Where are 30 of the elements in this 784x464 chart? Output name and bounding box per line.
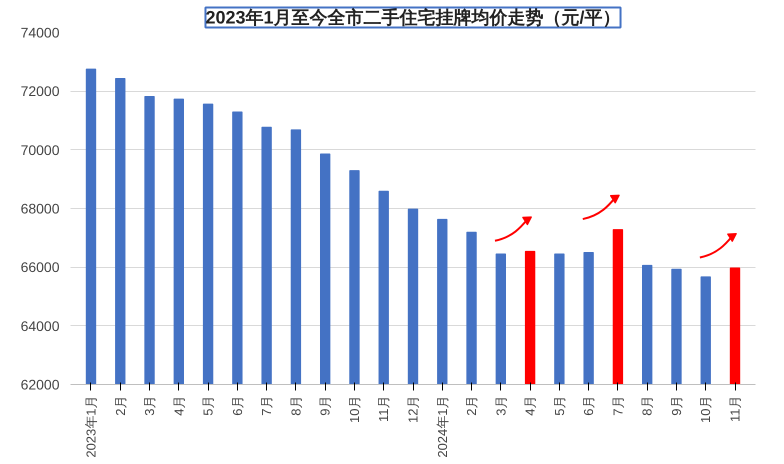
x-tick-label: 3月 — [493, 395, 508, 416]
x-tick-label: 8月 — [288, 395, 304, 416]
x-tick-label: 8月 — [640, 395, 655, 416]
x-tick-label: 4月 — [171, 395, 186, 416]
x-tick-label: 11月 — [728, 395, 743, 422]
y-tick-label: 66000 — [20, 259, 60, 276]
x-tick-label: 5月 — [200, 395, 216, 416]
x-tick-label: 2月 — [112, 395, 128, 416]
x-tick-label: 10月 — [698, 395, 714, 423]
x-tick-label: 6月 — [581, 395, 596, 416]
y-tick-label: 64000 — [20, 318, 60, 334]
x-tick-label: 2024年1月 — [434, 395, 450, 458]
x-tick-label: 9月 — [318, 395, 333, 416]
x-tick-label: 11月 — [376, 395, 392, 422]
y-tick-label: 70000 — [20, 142, 60, 158]
y-tick-label: 72000 — [20, 83, 60, 100]
x-tick-label: 4月 — [522, 395, 538, 416]
x-tick-label: 5月 — [552, 395, 567, 416]
y-tick-label: 68000 — [20, 200, 60, 216]
x-tick-label: 12月 — [406, 395, 420, 423]
x-tick-label: 2月 — [464, 395, 480, 416]
x-tick-label: 3月 — [142, 395, 158, 416]
x-tick-label: 2023年1月 — [83, 395, 98, 458]
x-tick-label: 7月 — [610, 395, 626, 416]
y-tick-label: 62000 — [20, 376, 60, 392]
x-tick-label: 9月 — [668, 395, 684, 416]
x-tick-label: 7月 — [259, 395, 274, 416]
x-tick-label: 10月 — [346, 395, 362, 423]
y-tick-label: 74000 — [20, 24, 60, 40]
x-tick-label: 6月 — [230, 395, 245, 416]
